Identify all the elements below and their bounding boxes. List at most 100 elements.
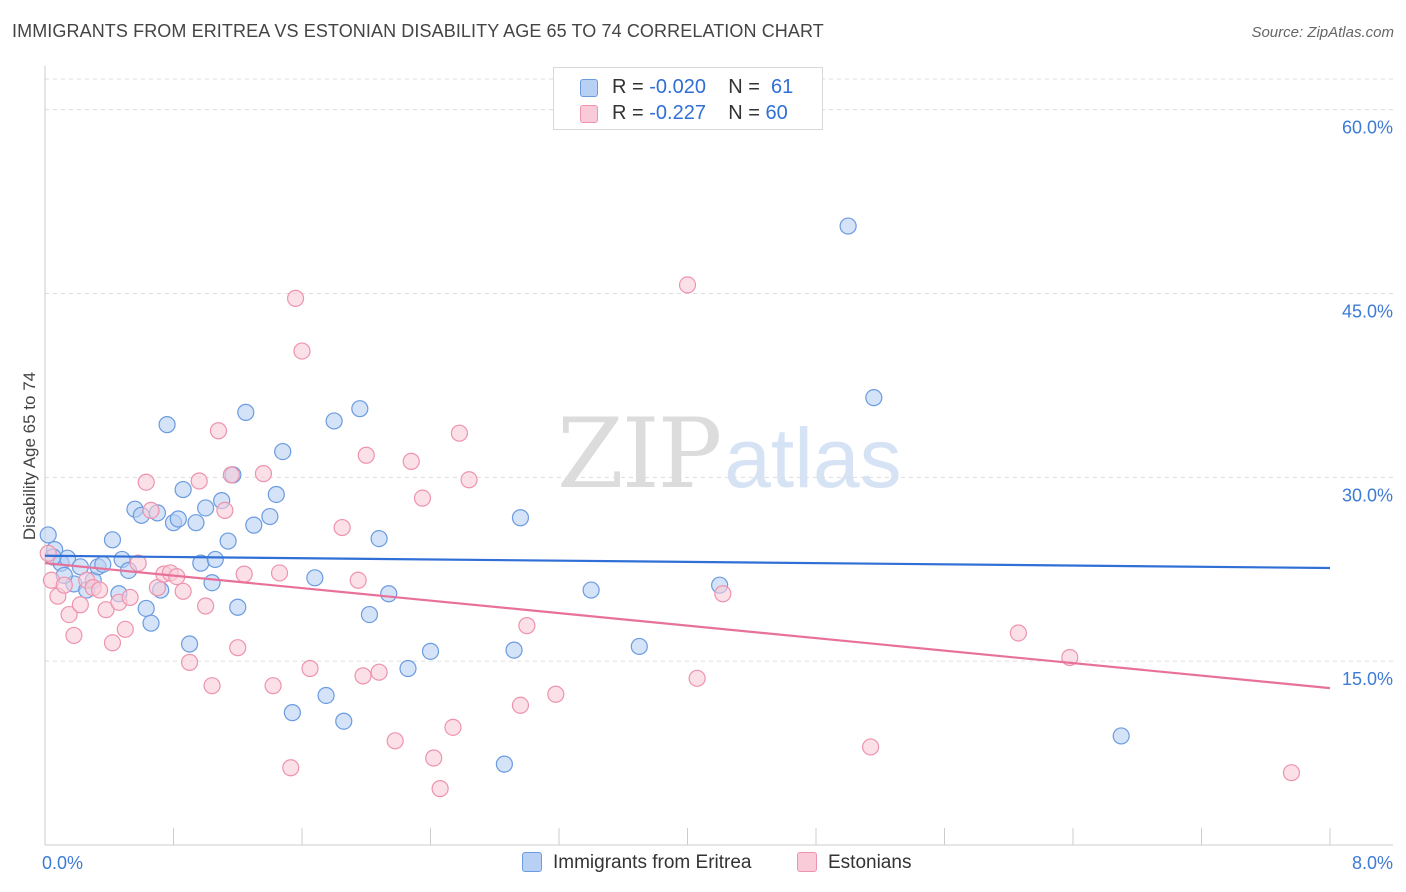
point-estonian bbox=[354, 667, 372, 685]
eritrea-legend-swatch bbox=[522, 852, 542, 872]
point-estonian bbox=[293, 342, 311, 360]
point-estonian bbox=[511, 696, 530, 714]
y-tick-label: 45.0% bbox=[1342, 301, 1393, 321]
point-estonian bbox=[349, 571, 367, 589]
r-value-eritrea: -0.020 bbox=[649, 76, 706, 98]
point-estonian bbox=[431, 780, 449, 798]
eritrea-swatch bbox=[580, 79, 598, 97]
watermark-atlas: atlas bbox=[724, 411, 902, 505]
point-eritrea bbox=[137, 599, 155, 618]
y-tick-label: 30.0% bbox=[1342, 485, 1393, 505]
point-eritrea bbox=[206, 550, 224, 569]
point-estonian bbox=[197, 597, 215, 615]
point-eritrea bbox=[261, 507, 279, 526]
y-tick-label: 15.0% bbox=[1342, 669, 1393, 689]
point-eritrea bbox=[174, 480, 192, 499]
point-eritrea bbox=[505, 641, 523, 659]
point-eritrea bbox=[197, 499, 215, 517]
n-value-eritrea: 61 bbox=[771, 76, 794, 98]
point-eritrea bbox=[187, 514, 205, 532]
point-estonian bbox=[270, 564, 289, 582]
point-eritrea bbox=[229, 598, 247, 616]
legend-item-estonian: Estonians bbox=[797, 852, 911, 874]
point-estonian bbox=[282, 759, 300, 777]
chart-title: IMMIGRANTS FROM ERITREA VS ESTONIAN DISA… bbox=[12, 21, 824, 41]
point-estonian bbox=[235, 565, 253, 583]
point-eritrea bbox=[325, 412, 343, 430]
point-estonian bbox=[229, 639, 247, 657]
correlation-legend: R = -0.020 N = 61 R = -0.227 N = 60 bbox=[553, 67, 823, 130]
point-eritrea bbox=[582, 581, 600, 599]
point-estonian bbox=[142, 501, 160, 520]
point-estonian bbox=[209, 422, 228, 440]
point-estonian bbox=[460, 471, 478, 489]
point-eritrea bbox=[203, 574, 221, 592]
point-estonian bbox=[450, 424, 469, 442]
point-estonian bbox=[688, 669, 706, 687]
point-eritrea bbox=[219, 532, 237, 550]
point-estonian bbox=[60, 605, 78, 624]
x-tick-label-min: 0.0% bbox=[42, 853, 83, 873]
point-estonian bbox=[1009, 624, 1027, 642]
y-axis-label: Disability Age 65 to 74 bbox=[20, 371, 39, 541]
r-value-estonian: -0.227 bbox=[649, 102, 706, 124]
point-eritrea bbox=[306, 569, 324, 587]
source-label: Source: ZipAtlas.com bbox=[1251, 24, 1394, 41]
point-estonian bbox=[678, 276, 697, 294]
point-estonian bbox=[65, 626, 83, 645]
estonian-legend-swatch bbox=[797, 852, 817, 872]
point-estonian bbox=[254, 465, 273, 483]
point-eritrea bbox=[142, 614, 160, 632]
point-estonian bbox=[386, 732, 404, 750]
point-estonian bbox=[116, 620, 134, 638]
point-estonian bbox=[402, 452, 420, 470]
point-estonian bbox=[103, 634, 122, 652]
point-estonian bbox=[357, 446, 375, 464]
point-eritrea bbox=[267, 485, 285, 504]
point-eritrea bbox=[245, 516, 263, 534]
point-eritrea bbox=[158, 416, 176, 434]
point-estonian bbox=[518, 617, 536, 635]
point-eritrea bbox=[351, 400, 369, 418]
watermark: ZIPatlas bbox=[557, 398, 902, 510]
legend-item-eritrea: Immigrants from Eritrea bbox=[522, 852, 751, 874]
point-estonian bbox=[222, 466, 240, 484]
point-eritrea bbox=[511, 509, 530, 527]
point-estonian bbox=[714, 585, 732, 603]
point-eritrea bbox=[169, 510, 187, 528]
point-estonian bbox=[264, 677, 282, 695]
legend-label-estonian: Estonians bbox=[828, 852, 912, 873]
point-estonian bbox=[203, 677, 221, 695]
n-label: N = bbox=[728, 102, 760, 124]
point-estonian bbox=[1282, 764, 1301, 782]
point-estonian bbox=[444, 718, 462, 736]
r-label: R = bbox=[612, 102, 644, 124]
legend-label-eritrea: Immigrants from Eritrea bbox=[553, 852, 752, 873]
point-estonian bbox=[370, 663, 388, 681]
point-eritrea bbox=[283, 704, 301, 722]
point-estonian bbox=[413, 489, 432, 507]
watermark-zip: ZIP bbox=[557, 398, 722, 510]
point-eritrea bbox=[335, 712, 353, 730]
point-estonian bbox=[301, 659, 319, 678]
estonian-swatch bbox=[580, 105, 598, 123]
point-estonian bbox=[216, 501, 234, 520]
point-eritrea bbox=[360, 605, 379, 624]
trendline-estonian bbox=[44, 562, 1331, 690]
point-eritrea bbox=[421, 642, 440, 660]
point-estonian bbox=[71, 596, 89, 614]
point-estonian bbox=[547, 685, 565, 703]
point-eritrea bbox=[495, 755, 513, 773]
point-eritrea bbox=[399, 659, 417, 678]
point-estonian bbox=[174, 582, 192, 600]
point-eritrea bbox=[237, 403, 255, 421]
point-eritrea bbox=[317, 686, 335, 705]
point-estonian bbox=[190, 472, 208, 490]
point-eritrea bbox=[865, 389, 883, 407]
point-estonian bbox=[39, 544, 57, 562]
r-label: R = bbox=[612, 76, 644, 98]
y-tick-label: 60.0% bbox=[1342, 118, 1393, 138]
point-eritrea bbox=[274, 442, 292, 461]
point-eritrea bbox=[370, 529, 388, 548]
